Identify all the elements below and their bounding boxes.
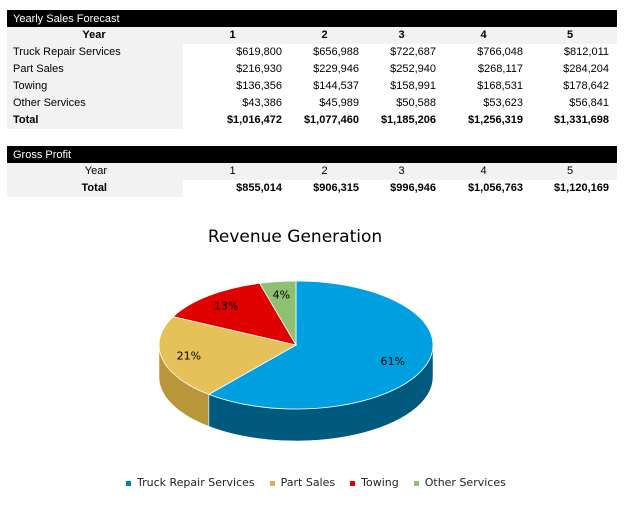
total-cell: $1,056,763: [467, 182, 523, 194]
year-cell: 5: [566, 29, 574, 41]
pie-slice: [158, 316, 298, 395]
legend-item: Truck Repair Services: [126, 476, 255, 489]
row-label: Total: [7, 112, 183, 129]
legend-swatch: [350, 480, 356, 486]
total-cell: $906,315: [313, 182, 359, 194]
pie-chart: 61% 21% 13% 4%: [158, 280, 434, 442]
legend-label: Truck Repair Services: [137, 476, 255, 489]
data-label: 21%: [177, 350, 201, 363]
total-cell: $855,014: [236, 182, 282, 194]
value-cell: $1,185,206: [380, 114, 436, 126]
value-cell: $216,930: [236, 63, 282, 75]
year-cell: 3: [398, 29, 405, 41]
value-cell: $144,537: [313, 80, 359, 92]
legend-label: Other Services: [424, 476, 506, 489]
value-cell: $136,356: [236, 80, 282, 92]
value-cell: $168,531: [477, 80, 523, 92]
table-title: Yearly Sales Forecast: [7, 10, 617, 27]
value-cell: $619,800: [236, 46, 282, 58]
yearly-sales-table: Yearly Sales Forecast Year 1 2 3 4 5 Tru…: [7, 10, 617, 129]
year-cell: 1: [229, 165, 236, 177]
row-label: Other Services: [7, 95, 183, 112]
pie-slice: [207, 280, 434, 410]
value-cell: $766,048: [477, 46, 523, 58]
value-cell: $1,077,460: [303, 114, 359, 126]
total-row: Total $1,016,472 $1,077,460 $1,185,206 $1,25…: [7, 112, 617, 129]
value-cell: $45,989: [319, 97, 359, 109]
value-cell: $268,117: [477, 63, 523, 75]
year-cell: 3: [398, 165, 405, 177]
year-cell: 2: [321, 29, 328, 41]
value-cell: $722,687: [390, 46, 436, 58]
year-label: Year: [7, 27, 183, 44]
value-cell: $229,946: [313, 63, 359, 75]
row-label: Towing: [7, 78, 183, 95]
legend-item: Towing: [350, 476, 399, 489]
data-label: 61%: [380, 355, 404, 368]
total-row: Total $855,014 $906,315 $996,946 $1,056,…: [7, 180, 617, 197]
value-cell: $158,991: [390, 80, 436, 92]
chart-title: Revenue Generation: [207, 227, 383, 247]
year-cell: 5: [566, 165, 574, 177]
data-label: 13%: [214, 299, 238, 312]
year-cell: 2: [321, 165, 328, 177]
value-cell: $43,386: [242, 97, 282, 109]
legend-swatch: [413, 480, 419, 486]
legend-item: Other Services: [413, 476, 506, 489]
total-cell: $996,946: [390, 182, 436, 194]
value-cell: $178,642: [563, 80, 609, 92]
year-cell: 1: [229, 29, 236, 41]
total-label: Total: [7, 180, 183, 197]
year-header-row: Year 1 2 3 4 5: [7, 27, 617, 44]
legend-label: Part Sales: [280, 476, 336, 489]
value-cell: $1,331,698: [553, 114, 609, 126]
legend: Truck Repair Services Part Sales Towing …: [126, 476, 506, 489]
table-row: Other Services $43,386 $45,989 $50,588 $53,6…: [7, 95, 617, 112]
value-cell: $1,256,319: [467, 114, 523, 126]
value-cell: $53,623: [483, 97, 523, 109]
table-row: Part Sales $216,930 $229,946 $252,940 $268,1…: [7, 61, 617, 78]
year-row: Year 1 2 3 4 5: [7, 163, 617, 180]
value-cell: $812,011: [563, 46, 609, 58]
legend-swatch: [269, 480, 275, 486]
value-cell: $656,988: [313, 46, 359, 58]
row-label: Truck Repair Services: [7, 44, 183, 61]
value-cell: $252,940: [390, 63, 436, 75]
table-row: Towing $136,356 $144,537 $158,991 $168,531 $1…: [7, 78, 617, 95]
value-cell: $284,204: [563, 63, 609, 75]
legend-swatch: [126, 480, 131, 486]
row-label: Part Sales: [7, 61, 183, 78]
legend-item: Part Sales: [269, 476, 336, 489]
pie-slice: [172, 282, 297, 346]
year-cell: 4: [480, 29, 487, 41]
pie-slice: [259, 280, 297, 347]
value-cell: $50,588: [396, 97, 436, 109]
data-label: 4%: [273, 288, 290, 301]
gross-profit-table: Gross Profit Year 1 2 3 4 5 Total $855,0…: [7, 146, 617, 197]
value-cell: $1,016,472: [226, 114, 282, 126]
legend-label: Towing: [361, 476, 399, 489]
table-row: Truck Repair Services $619,800 $656,988 $72…: [7, 44, 617, 61]
value-cell: $56,841: [569, 97, 609, 109]
total-cell: $1,120,169: [553, 182, 609, 194]
table-title: Gross Profit: [7, 146, 617, 163]
year-cell: 4: [480, 165, 487, 177]
year-label: Year: [7, 163, 183, 180]
